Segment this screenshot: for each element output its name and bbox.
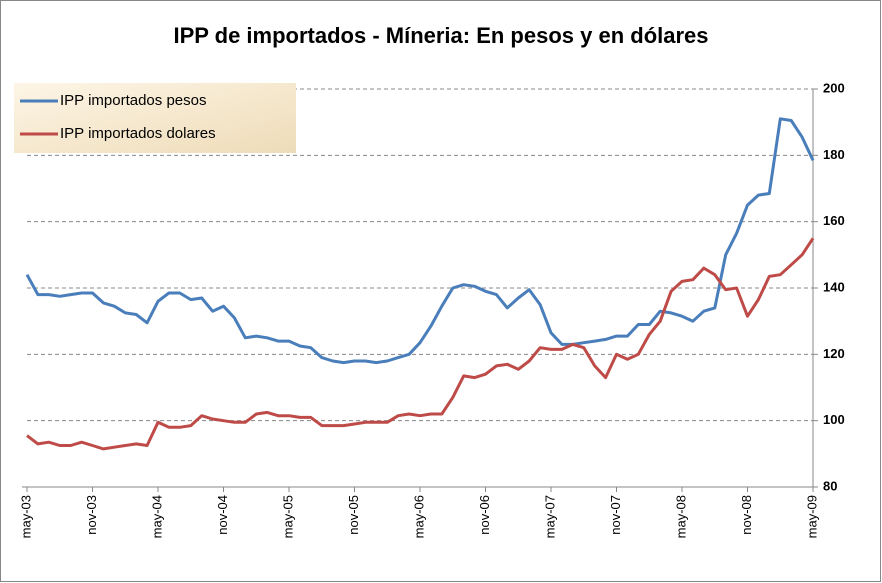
- x-tick-label: may-08: [673, 495, 688, 538]
- legend-box: [14, 83, 296, 153]
- x-tick-label: nov-05: [346, 495, 361, 535]
- y-tick-label: 200: [823, 80, 845, 95]
- y-tick-label: 120: [823, 346, 845, 361]
- legend-label: IPP importados pesos: [60, 92, 206, 109]
- x-tick-label: nov-06: [477, 495, 492, 535]
- y-tick-label: 80: [823, 478, 837, 493]
- x-tick-label: nov-03: [84, 495, 99, 535]
- y-tick-label: 100: [823, 412, 845, 427]
- x-tick-label: may-05: [280, 495, 295, 538]
- x-tick-label: nov-04: [215, 495, 230, 535]
- x-tick-label: nov-08: [739, 495, 754, 535]
- y-tick-label: 140: [823, 279, 845, 294]
- x-tick-label: may-03: [18, 495, 33, 538]
- x-tick-label: may-06: [411, 495, 426, 538]
- chart-title: IPP de importados - Míneria: En pesos y …: [173, 23, 708, 48]
- y-tick-label: 160: [823, 213, 845, 228]
- y-tick-label: 180: [823, 147, 845, 162]
- x-tick-label: may-07: [542, 495, 557, 538]
- series-line: [25, 117, 815, 365]
- x-tick-label: may-09: [804, 495, 819, 538]
- legend-label: IPP importados dolares: [60, 125, 216, 142]
- x-tick-label: nov-07: [608, 495, 623, 535]
- x-tick-label: may-04: [149, 495, 164, 538]
- series-line: [26, 237, 815, 451]
